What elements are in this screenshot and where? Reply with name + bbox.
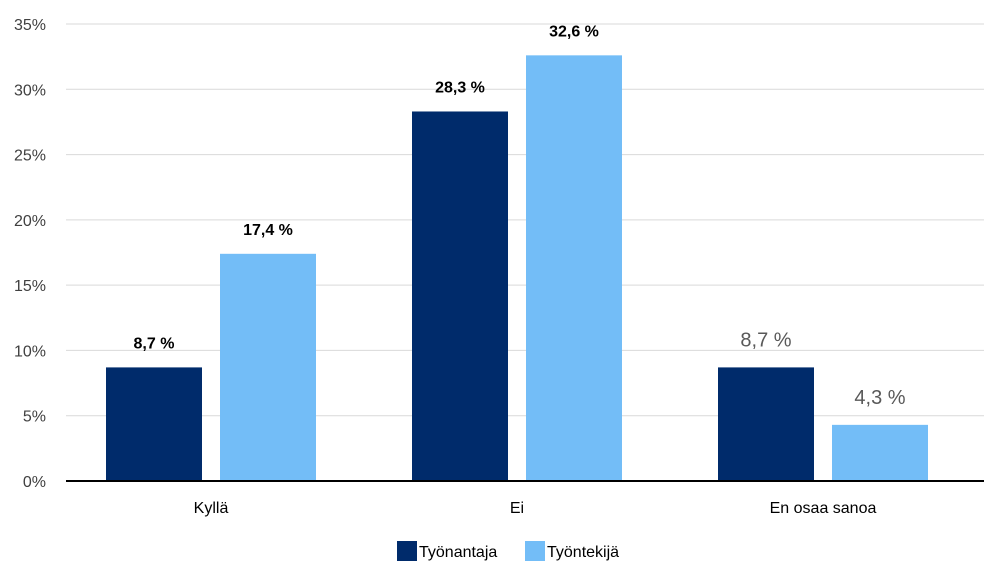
legend-label: Työnantaja	[419, 544, 497, 561]
bar	[220, 253, 316, 481]
bar	[106, 367, 202, 481]
data-label: 28,3 %	[435, 79, 485, 96]
legend-swatch	[397, 541, 417, 561]
gridlines	[66, 23, 984, 417]
data-label: 4,3 %	[854, 387, 905, 409]
legend-label: Työntekijä	[547, 544, 619, 561]
y-axis-ticks: 0% 5% 10% 15% 20% 25% 30% 35%	[14, 17, 46, 491]
bars	[106, 55, 928, 482]
y-tick-label: 25%	[14, 148, 46, 165]
bar	[832, 424, 928, 481]
y-tick-label: 10%	[14, 343, 46, 360]
y-tick-label: 5%	[23, 409, 46, 426]
x-axis-categories: Kyllä Ei En osaa sanoa	[194, 500, 877, 517]
y-tick-label: 20%	[14, 213, 46, 230]
y-tick-label: 15%	[14, 278, 46, 295]
data-label: 8,7 %	[740, 329, 791, 351]
data-label: 17,4 %	[243, 222, 293, 239]
x-category-label: Ei	[510, 500, 524, 517]
y-tick-label: 35%	[14, 17, 46, 34]
bar	[718, 367, 814, 481]
bar	[526, 55, 622, 481]
data-labels: 8,7 % 17,4 % 28,3 % 32,6 % 8,7 % 4,3 %	[134, 23, 906, 409]
y-tick-label: 30%	[14, 82, 46, 99]
legend: Työnantaja Työntekijä	[397, 541, 619, 561]
x-category-label: En osaa sanoa	[770, 500, 877, 517]
bar	[412, 111, 508, 482]
data-label: 8,7 %	[134, 335, 175, 352]
data-label: 32,6 %	[549, 23, 599, 40]
y-tick-label: 0%	[23, 474, 46, 491]
legend-swatch	[525, 541, 545, 561]
x-category-label: Kyllä	[194, 500, 229, 517]
